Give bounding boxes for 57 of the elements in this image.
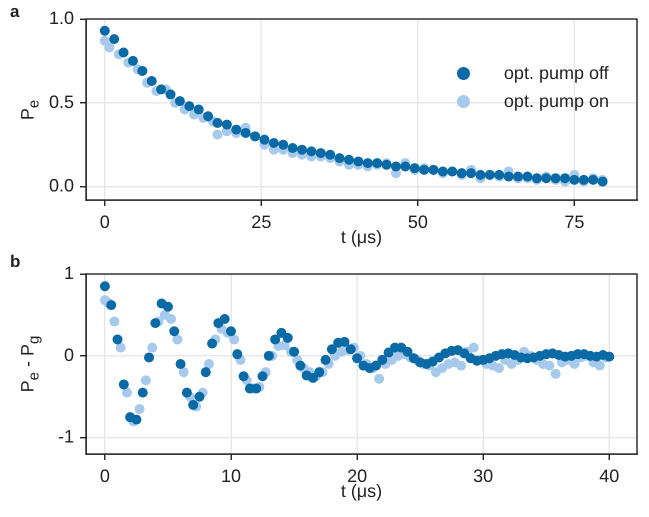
x-tick-label: 0 (100, 466, 110, 486)
point (184, 101, 194, 112)
point (212, 118, 222, 128)
point (109, 34, 120, 44)
point (569, 174, 580, 185)
legend-label: opt. pump on (504, 90, 609, 112)
y-tick-label: 0.5 (48, 92, 74, 112)
point (137, 66, 148, 76)
point (466, 168, 476, 178)
x-tick-label: 10 (220, 466, 242, 486)
point (560, 173, 570, 184)
point (156, 84, 166, 94)
x-tick-label: 25 (251, 212, 272, 232)
y-tick-label: -1 (58, 426, 74, 447)
point (118, 48, 129, 58)
y-tick-label: 1 (64, 262, 74, 283)
point (353, 156, 364, 166)
point (278, 140, 288, 150)
point (231, 124, 242, 135)
point (306, 146, 316, 156)
y-tick-label: 1.0 (48, 8, 74, 28)
point (400, 161, 410, 172)
point (475, 170, 486, 180)
point (297, 144, 308, 155)
point (504, 172, 514, 182)
x-tick-label: 40 (599, 466, 620, 486)
text: a (10, 2, 20, 22)
x-tick-label: 50 (408, 212, 428, 232)
y-tick-label: 0.0 (48, 176, 74, 196)
point (194, 104, 204, 114)
point (240, 128, 251, 138)
point (104, 42, 114, 52)
point (166, 89, 176, 100)
point (146, 76, 157, 86)
x-axis-title: t (μs) (340, 481, 382, 502)
point (128, 56, 138, 66)
point (390, 161, 401, 172)
point (212, 130, 222, 140)
point (100, 26, 110, 36)
point (203, 111, 214, 122)
point (288, 143, 298, 154)
x-tick-label: 0 (100, 212, 110, 232)
legend-label: opt. pump off (504, 62, 609, 84)
point (362, 158, 373, 168)
point (325, 150, 336, 160)
point (334, 153, 345, 164)
x-axis-title: t (μs) (340, 227, 382, 248)
text: b (10, 252, 20, 272)
point (344, 154, 354, 165)
point (222, 120, 232, 130)
point (174, 96, 185, 106)
point (316, 148, 326, 158)
point (268, 138, 279, 148)
x-tick-label: 75 (564, 212, 584, 232)
y-tick-label: 0 (64, 344, 74, 365)
point (259, 134, 270, 145)
x-tick-label: 30 (473, 466, 494, 486)
